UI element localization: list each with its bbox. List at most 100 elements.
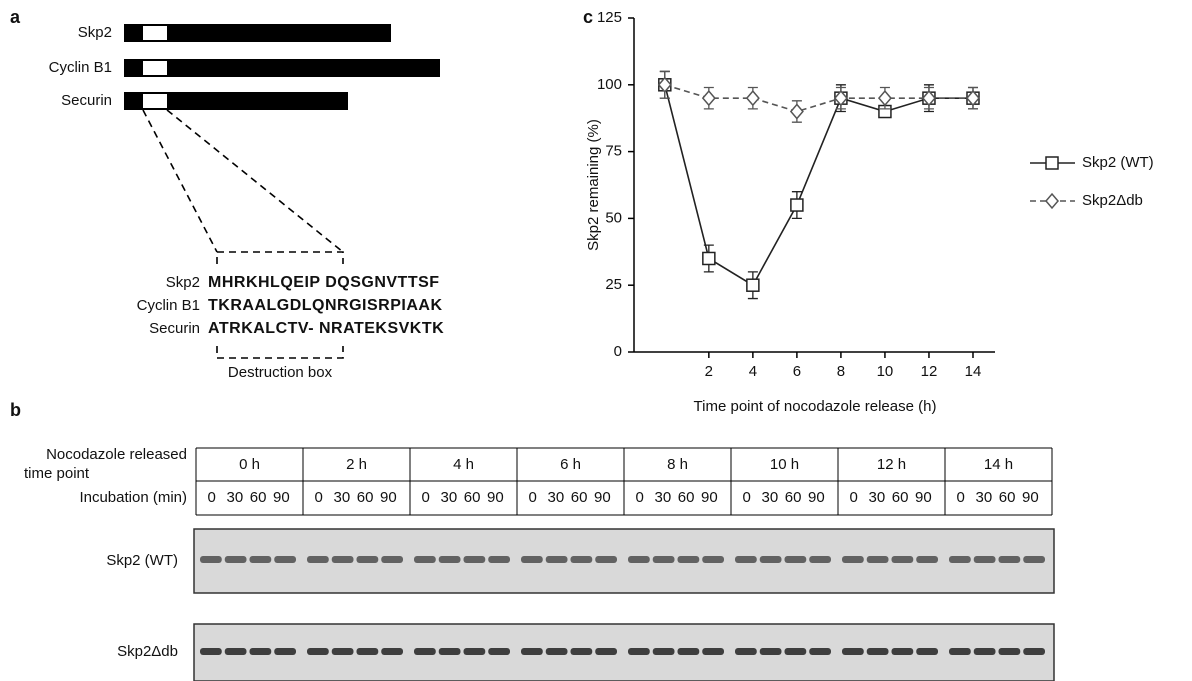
band [760, 556, 782, 563]
legend-label: Skp2 (WT) [1082, 154, 1154, 171]
protein-name: Cyclin B1 [49, 59, 112, 76]
protein-name: Securin [61, 92, 112, 109]
incubation-value: 60 [250, 489, 267, 506]
band [200, 556, 222, 563]
band [250, 648, 272, 655]
band [735, 648, 757, 655]
band [464, 556, 486, 563]
y-axis-label: Skp2 remaining (%) [585, 119, 602, 251]
box-label: Destruction box [228, 364, 333, 381]
incubation-value: 0 [956, 489, 964, 506]
time-point: 6 h [560, 456, 581, 473]
band [595, 556, 617, 563]
band [332, 556, 354, 563]
dbox [143, 26, 167, 40]
band [760, 648, 782, 655]
band [307, 648, 329, 655]
x-tick-label: 8 [837, 363, 845, 380]
y-tick-label: 50 [605, 209, 622, 226]
incubation-value: 30 [655, 489, 672, 506]
incubation-value: 90 [1022, 489, 1039, 506]
incubation-label: Incubation (min) [79, 489, 187, 506]
band [464, 648, 486, 655]
band [381, 648, 403, 655]
band [274, 648, 296, 655]
marker [747, 91, 759, 105]
incubation-value: 30 [334, 489, 351, 506]
band [949, 556, 971, 563]
band [274, 556, 296, 563]
band [225, 648, 247, 655]
band [916, 648, 938, 655]
incubation-value: 30 [441, 489, 458, 506]
panel-label: b [10, 400, 21, 420]
x-tick-label: 12 [921, 363, 938, 380]
band [488, 648, 510, 655]
incubation-value: 0 [314, 489, 322, 506]
marker [791, 105, 803, 119]
band [546, 556, 568, 563]
figure: a Skp2 Cyclin B1 Securin Skp2 Cyclin B1 … [0, 0, 1192, 681]
time-point: 2 h [346, 456, 367, 473]
incubation-value: 90 [808, 489, 825, 506]
incubation-value: 30 [227, 489, 244, 506]
incubation-value: 0 [528, 489, 536, 506]
x-tick-label: 14 [965, 363, 982, 380]
dbox [143, 61, 167, 75]
incubation-value: 60 [464, 489, 481, 506]
incubation-value: 0 [742, 489, 750, 506]
band [974, 648, 996, 655]
time-point: 4 h [453, 456, 474, 473]
incubation-value: 60 [892, 489, 909, 506]
incubation-value: 30 [548, 489, 565, 506]
time-point: 10 h [770, 456, 799, 473]
incubation-value: 90 [701, 489, 718, 506]
legend-marker [1046, 157, 1058, 169]
y-tick-label: 125 [597, 9, 622, 26]
band [521, 556, 543, 563]
band [628, 648, 650, 655]
row-label: Skp2Δdb [117, 643, 178, 660]
band [735, 556, 757, 563]
band [357, 648, 379, 655]
sequence: MHRKHLQEIP DQSGNVTTSF [208, 274, 440, 291]
band [571, 556, 593, 563]
dbox [143, 94, 167, 108]
band [225, 556, 247, 563]
band [628, 556, 650, 563]
band [702, 556, 724, 563]
incubation-value: 60 [785, 489, 802, 506]
domain-bars [124, 24, 440, 110]
band [842, 556, 864, 563]
band [867, 556, 889, 563]
band [307, 556, 329, 563]
sequence: TKRAALGDLQNRGISRPIAAK [208, 297, 443, 314]
band [916, 556, 938, 563]
band [653, 648, 675, 655]
y-tick-label: 100 [597, 76, 622, 93]
seq-name: Cyclin B1 [137, 297, 200, 314]
band [949, 648, 971, 655]
x-tick-label: 10 [877, 363, 894, 380]
sequence: ATRKALCTV- NRATEKSVKTK [208, 320, 444, 337]
band [414, 556, 436, 563]
incubation-value: 60 [999, 489, 1016, 506]
band [809, 556, 831, 563]
protein-name: Skp2 [78, 24, 112, 41]
y-tick-label: 0 [614, 343, 622, 360]
band [439, 648, 461, 655]
incubation-value: 30 [762, 489, 779, 506]
band [521, 648, 543, 655]
marker [879, 91, 891, 105]
x-axis-label: Time point of nocodazole release (h) [694, 398, 937, 415]
header-line: time point [24, 465, 90, 482]
seq-name: Securin [149, 320, 200, 337]
band [867, 648, 889, 655]
band [842, 648, 864, 655]
incubation-value: 60 [571, 489, 588, 506]
x-tick-label: 4 [749, 363, 757, 380]
band [439, 556, 461, 563]
time-point: 14 h [984, 456, 1013, 473]
y-tick-label: 75 [605, 143, 622, 160]
x-tick-label: 2 [705, 363, 713, 380]
